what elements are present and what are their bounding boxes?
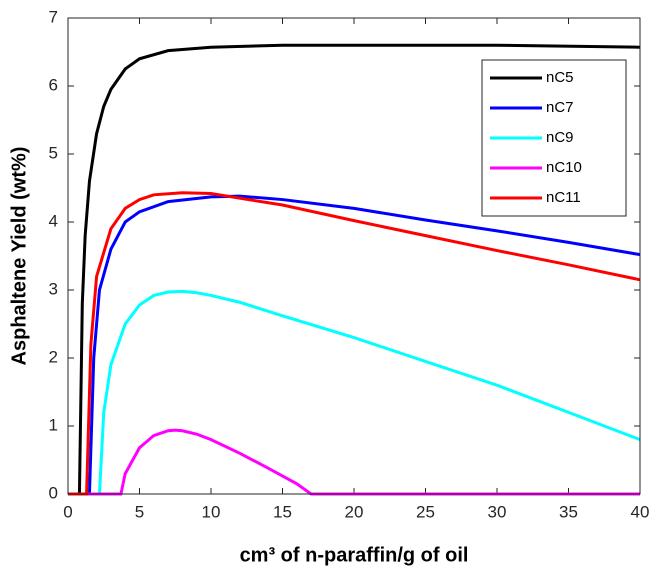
line-series (68, 194, 641, 496)
y-tick-label: 5 (49, 143, 58, 162)
x-tick-label: 40 (631, 502, 650, 521)
y-tick-label: 4 (49, 211, 58, 230)
legend-label: nC5 (546, 69, 574, 86)
axes-frame (67, 17, 641, 495)
x-axis-label: cm³ of n-paraffin/g of oil (240, 544, 469, 566)
line-series (68, 191, 641, 496)
x-tick-label: 5 (135, 502, 144, 521)
y-tick-label: 1 (49, 415, 58, 434)
y-tick-label: 0 (49, 483, 58, 502)
x-tick-label: 30 (488, 502, 507, 521)
y-axis-label: Asphaltene Yield (wt%) (8, 147, 30, 366)
x-tick-label: 15 (273, 502, 292, 521)
legend-label: nC9 (546, 129, 574, 146)
line-series (68, 43, 641, 496)
legend-label: nC11 (546, 189, 581, 206)
x-tick-label: 10 (202, 502, 221, 521)
x-tick-label: 25 (416, 502, 435, 521)
y-tick-label: 3 (49, 279, 58, 298)
y-tick-label: 6 (49, 75, 58, 94)
legend-label: nC7 (546, 99, 574, 116)
y-tick-label: 2 (49, 347, 58, 366)
x-tick-label: 35 (559, 502, 578, 521)
x-tick-label: 20 (345, 502, 364, 521)
x-tick-label: 0 (63, 502, 72, 521)
y-tick-label: 7 (49, 7, 58, 26)
line-series (68, 289, 641, 496)
legend-label: nC10 (546, 159, 582, 176)
